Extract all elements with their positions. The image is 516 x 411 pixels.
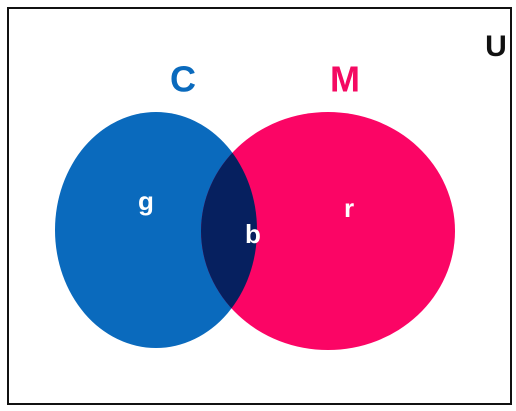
region-b-label: b <box>245 219 261 249</box>
set-c-circle <box>55 112 257 348</box>
region-g-label: g <box>138 186 154 216</box>
region-r-label: r <box>344 193 354 223</box>
set-m-circle <box>201 112 455 350</box>
universe-label: U <box>485 30 507 63</box>
set-c-label: C <box>170 59 196 100</box>
set-m-label: M <box>330 59 360 100</box>
